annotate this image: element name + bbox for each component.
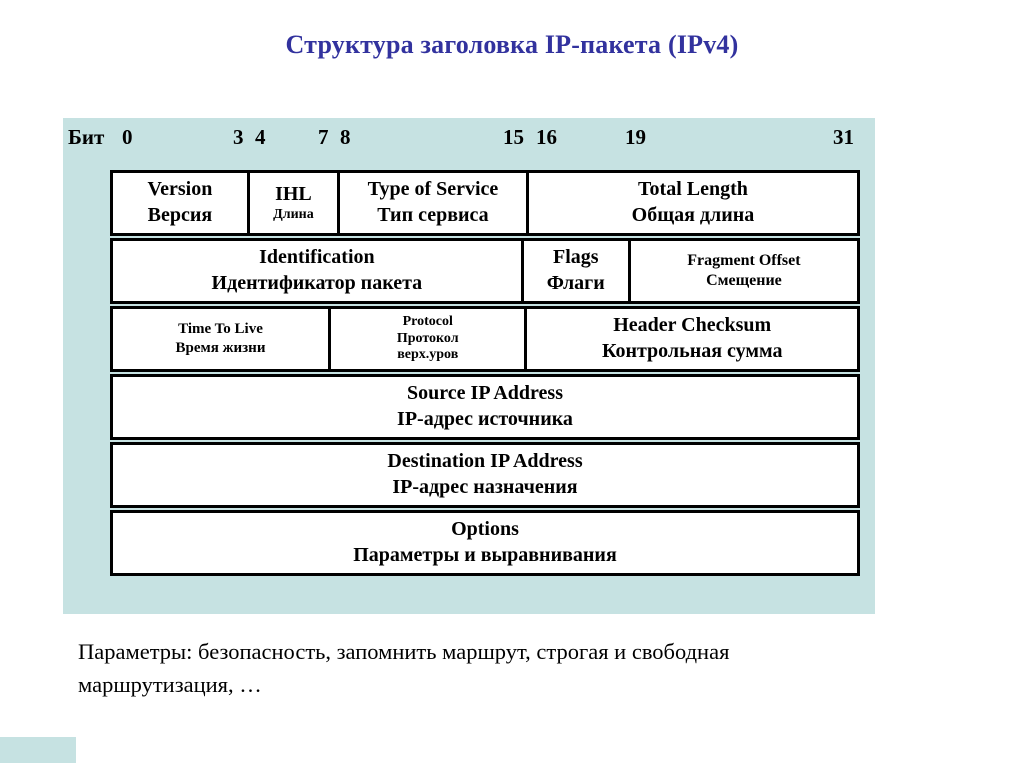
cell-line: Контрольная сумма [601, 340, 783, 362]
cell-line: Source IP Address [407, 382, 563, 405]
cell-line: Header Checksum [613, 314, 772, 337]
cell-line: Flags [553, 246, 599, 269]
cell-line: Version [147, 178, 213, 201]
bit-ruler-label: Бит [68, 125, 105, 149]
cell-line: Destination IP Address [387, 450, 583, 473]
cell-line: Identification [259, 246, 375, 269]
cell-fragment-offset: Fragment Offset Смещение [627, 241, 857, 301]
cell-ihl: IHL Длина [246, 173, 337, 233]
bit-tick-7: 7 [318, 125, 329, 149]
slide-title: Структура заголовка IP-пакета (IPv4) [285, 30, 739, 59]
table-row-1: Version Версия IHL Длина Type of Service… [110, 170, 860, 236]
cell-line: Флаги [546, 272, 605, 294]
cell-flags: Flags Флаги [520, 241, 628, 301]
cell-line: Длина [273, 207, 314, 223]
cell-time-to-live: Time To Live Время жизни [113, 309, 328, 369]
cell-line: Общая длина [631, 204, 755, 226]
cell-line: Идентификатор пакета [211, 272, 423, 294]
cell-line: Fragment Offset [687, 251, 801, 269]
cell-destination-ip-address: Destination IP Address IP-адрес назначен… [113, 445, 857, 505]
cell-line: Type of Service [367, 178, 499, 201]
table-row-4: Source IP Address IP-адрес источника [110, 374, 860, 440]
cell-source-ip-address: Source IP Address IP-адрес источника [113, 377, 857, 437]
bit-tick-4: 4 [255, 125, 266, 149]
bit-tick-8: 8 [340, 125, 351, 149]
bit-tick-15: 15 [503, 125, 524, 149]
bit-tick-16: 16 [536, 125, 557, 149]
footer-accent-bar [0, 737, 76, 763]
table-row-5: Destination IP Address IP-адрес назначен… [110, 442, 860, 508]
cell-line: Total Length [638, 178, 748, 201]
cell-line: Time To Live [178, 320, 263, 337]
cell-version: Version Версия [113, 173, 247, 233]
cell-type-of-service: Type of Service Тип сервиса [336, 173, 526, 233]
cell-line: Версия [147, 204, 213, 226]
cell-line: Время жизни [175, 340, 266, 356]
ip-header-table: Version Версия IHL Длина Type of Service… [110, 170, 860, 578]
cell-line: Options [451, 518, 519, 541]
cell-line: IP-адрес назначения [392, 476, 578, 498]
cell-line: Протокол [396, 330, 459, 346]
cell-line: верх.уров [397, 347, 459, 363]
cell-identification: Identification Идентификатор пакета [113, 241, 521, 301]
table-row-6: Options Параметры и выравнивания [110, 510, 860, 576]
cell-line: Параметры и выравнивания [353, 544, 617, 566]
cell-line: Protocol [402, 313, 453, 329]
cell-line: Тип сервиса [377, 204, 489, 226]
cell-line: Смещение [706, 272, 782, 289]
table-row-2: Identification Идентификатор пакета Flag… [110, 238, 860, 304]
cell-total-length: Total Length Общая длина [525, 173, 857, 233]
cell-protocol: Protocol Протокол верх.уров [328, 309, 524, 369]
cell-header-checksum: Header Checksum Контрольная сумма [524, 309, 857, 369]
cell-line: IP-адрес источника [397, 408, 573, 430]
bit-tick-3: 3 [233, 125, 244, 149]
bit-tick-19: 19 [625, 125, 646, 149]
bit-tick-31: 31 [833, 125, 854, 149]
diagram-panel: Бит 0 3 4 7 8 15 16 19 31 Version Версия… [63, 118, 875, 614]
cell-options: Options Параметры и выравнивания [113, 513, 857, 573]
footnote-text: Параметры: безопасность, запомнить маршр… [78, 639, 730, 697]
bit-tick-0: 0 [122, 125, 133, 149]
cell-line: IHL [275, 182, 312, 205]
table-row-3: Time To Live Время жизни Protocol Проток… [110, 306, 860, 372]
